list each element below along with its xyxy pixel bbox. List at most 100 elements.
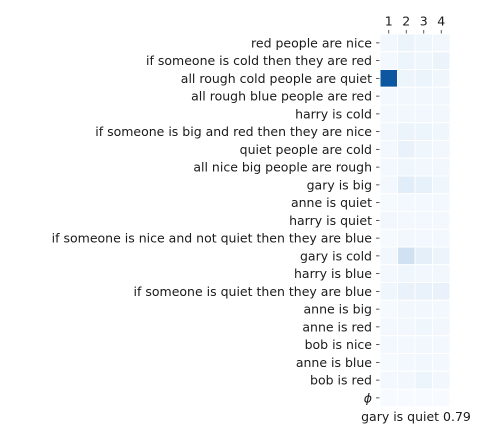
heatmap-cell [379,104,398,124]
heatmap-cell [379,211,398,230]
heatmap-cell [432,317,451,337]
heatmap-cell [414,264,433,283]
heatmap-cell [379,122,398,141]
heatmap-cell [379,69,398,88]
heatmap-cell [414,104,433,124]
heatmap-cell [397,175,416,195]
heatmap-cell [432,353,451,372]
heatmap-cell [379,51,398,70]
heatmap-cell [414,51,433,70]
heatmap-cell [397,140,416,159]
heatmap-cell [414,140,433,159]
heatmap-cell [397,104,416,124]
heatmap-cell [414,175,433,195]
heatmap-cell [432,122,451,141]
heatmap-cell [432,264,451,283]
heatmap-cell [397,211,416,230]
heatmap-cell [414,299,433,319]
row-label: if someone is cold then they are red [146,53,372,68]
heatmap-cell [379,228,398,248]
row-label: if someone is big and red then they are … [95,124,372,139]
heatmap-cell [397,246,416,266]
heatmap-cell [414,157,433,177]
column-label: 4 [437,14,445,29]
row-tick-labels: red people are nice if someone is cold th… [52,35,380,405]
heatmap-cell [432,33,451,53]
row-label: if someone is nice and not quiet then th… [52,231,373,246]
heatmap-cell [414,193,433,212]
heatmap-cell [414,69,433,88]
row-label: all nice big people are rough [193,160,372,175]
heatmap-cell [379,282,398,301]
heatmap-cell [379,86,398,106]
heatmap-cell [379,388,398,408]
heatmap-cell [397,51,416,70]
heatmap-cell [414,282,433,301]
heatmap-cell [397,388,416,408]
heatmap-cell [432,370,451,390]
heatmap-cell [432,193,451,212]
heatmap-cell [414,317,433,337]
row-label: anne is blue [296,355,372,370]
row-label: harry is blue [294,266,372,281]
heatmap-cell [432,299,451,319]
heatmap-cell [379,353,398,372]
heatmap-cell [379,335,398,354]
heatmap-cell [414,353,433,372]
heatmap-cell [397,317,416,337]
heatmap-cell [397,370,416,390]
row-label: red people are nice [251,35,372,50]
heatmap-cell [432,388,451,408]
row-label: harry is cold [295,106,372,121]
heatmap-cell [432,86,451,106]
row-label: quiet people are cold [240,142,372,157]
heatmap-cell [432,282,451,301]
heatmap-cell [432,69,451,88]
heatmap-cell [397,33,416,53]
row-label: ϕ [364,390,372,405]
row-label: gary is cold [300,248,372,263]
heatmap-cell [397,157,416,177]
heatmap-cell [432,246,451,266]
row-label: anne is big [304,302,372,317]
heatmap-cell [414,335,433,354]
heatmap-cell [379,175,398,195]
row-label: gary is big [307,177,372,192]
heatmap-cell [397,264,416,283]
heatmap-cell [432,211,451,230]
heatmap-cell [432,140,451,159]
heatmap-cell [397,353,416,372]
heatmap-cell [432,51,451,70]
row-label: bob is nice [305,337,373,352]
heatmap-cell [414,86,433,106]
heatmap-cell [432,228,451,248]
row-label: all rough blue people are red [191,89,372,104]
heatmap-cell [414,33,433,53]
heatmap-cell [397,193,416,212]
heatmap-cell [397,282,416,301]
heatmap-cells [379,33,451,408]
row-label: bob is red [310,373,372,388]
heatmap-cell [397,299,416,319]
heatmap-cell [432,157,451,177]
heatmap-cell [397,86,416,106]
heatmap-cell [397,335,416,354]
heatmap-cell [397,228,416,248]
heatmap-cell [397,122,416,141]
heatmap-cell [379,33,398,53]
column-label: 3 [420,14,428,29]
heatmap-cell [414,211,433,230]
heatmap-cell [414,228,433,248]
heatmap-cell [379,370,398,390]
row-label: all rough cold people are quiet [181,71,372,86]
heatmap-cell [379,193,398,212]
heatmap-cell [432,104,451,124]
heatmap-cell [432,175,451,195]
heatmap-cell [397,69,416,88]
heatmap-cell [379,264,398,283]
row-label: anne is quiet [291,195,372,210]
heatmap-cell [414,388,433,408]
heatmap-cell [379,157,398,177]
